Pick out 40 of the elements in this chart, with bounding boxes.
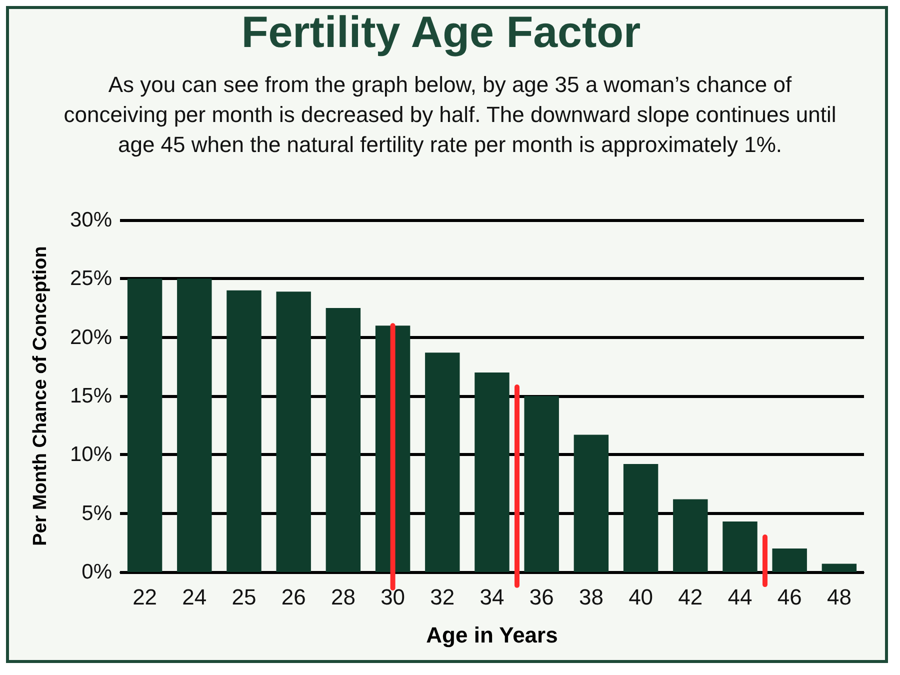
y-tick-label: 25% xyxy=(70,267,112,290)
x-axis-title: Age in Years xyxy=(426,622,558,648)
x-tick-label: 28 xyxy=(330,584,356,610)
bar xyxy=(772,548,807,572)
x-tick-label: 40 xyxy=(628,584,654,610)
y-tick-label: 20% xyxy=(70,326,112,349)
bar xyxy=(326,308,361,572)
x-tick-label: 25 xyxy=(232,584,256,610)
bar xyxy=(425,352,460,572)
y-tick-label: 0% xyxy=(82,560,112,584)
bar xyxy=(722,522,758,572)
bar xyxy=(474,372,510,572)
bar xyxy=(226,290,262,572)
bar xyxy=(127,278,162,572)
chart-title: Fertility Age Factor xyxy=(240,8,642,58)
y-tick-label: 30% xyxy=(70,208,112,232)
x-tick-label: 34 xyxy=(480,584,504,610)
x-tick-label: 24 xyxy=(182,584,207,610)
x-tick-label: 38 xyxy=(578,584,604,610)
x-tick-label: 46 xyxy=(777,584,802,610)
x-tick-label: 42 xyxy=(678,584,703,610)
chart-subtitle: As you can see from the graph below, by age 35 a woman’s chance of conceiving per month is decreased by half. The downward slope continues until age 45 when the natural fertility rate per month is approximately 1%. xyxy=(62,71,838,159)
x-tick-label: 30 xyxy=(380,584,406,610)
bar xyxy=(623,464,658,572)
bar xyxy=(574,434,609,572)
x-tick-label: 36 xyxy=(529,584,554,610)
y-tick-label: 15% xyxy=(70,384,112,408)
bar xyxy=(673,499,708,572)
bar xyxy=(276,292,311,572)
bar xyxy=(177,278,212,572)
x-tick-label: 26 xyxy=(281,584,306,610)
y-tick-label: 10% xyxy=(70,443,112,466)
bar xyxy=(822,564,857,572)
x-tick-label: 22 xyxy=(132,584,158,610)
x-tick-label: 32 xyxy=(430,584,455,610)
x-tick-label: 44 xyxy=(728,584,752,610)
x-tick-label: 48 xyxy=(826,584,852,610)
y-tick-label: 5% xyxy=(82,502,112,525)
y-axis-title: Per Month Chance of Conception xyxy=(30,246,51,546)
bar xyxy=(524,396,559,572)
